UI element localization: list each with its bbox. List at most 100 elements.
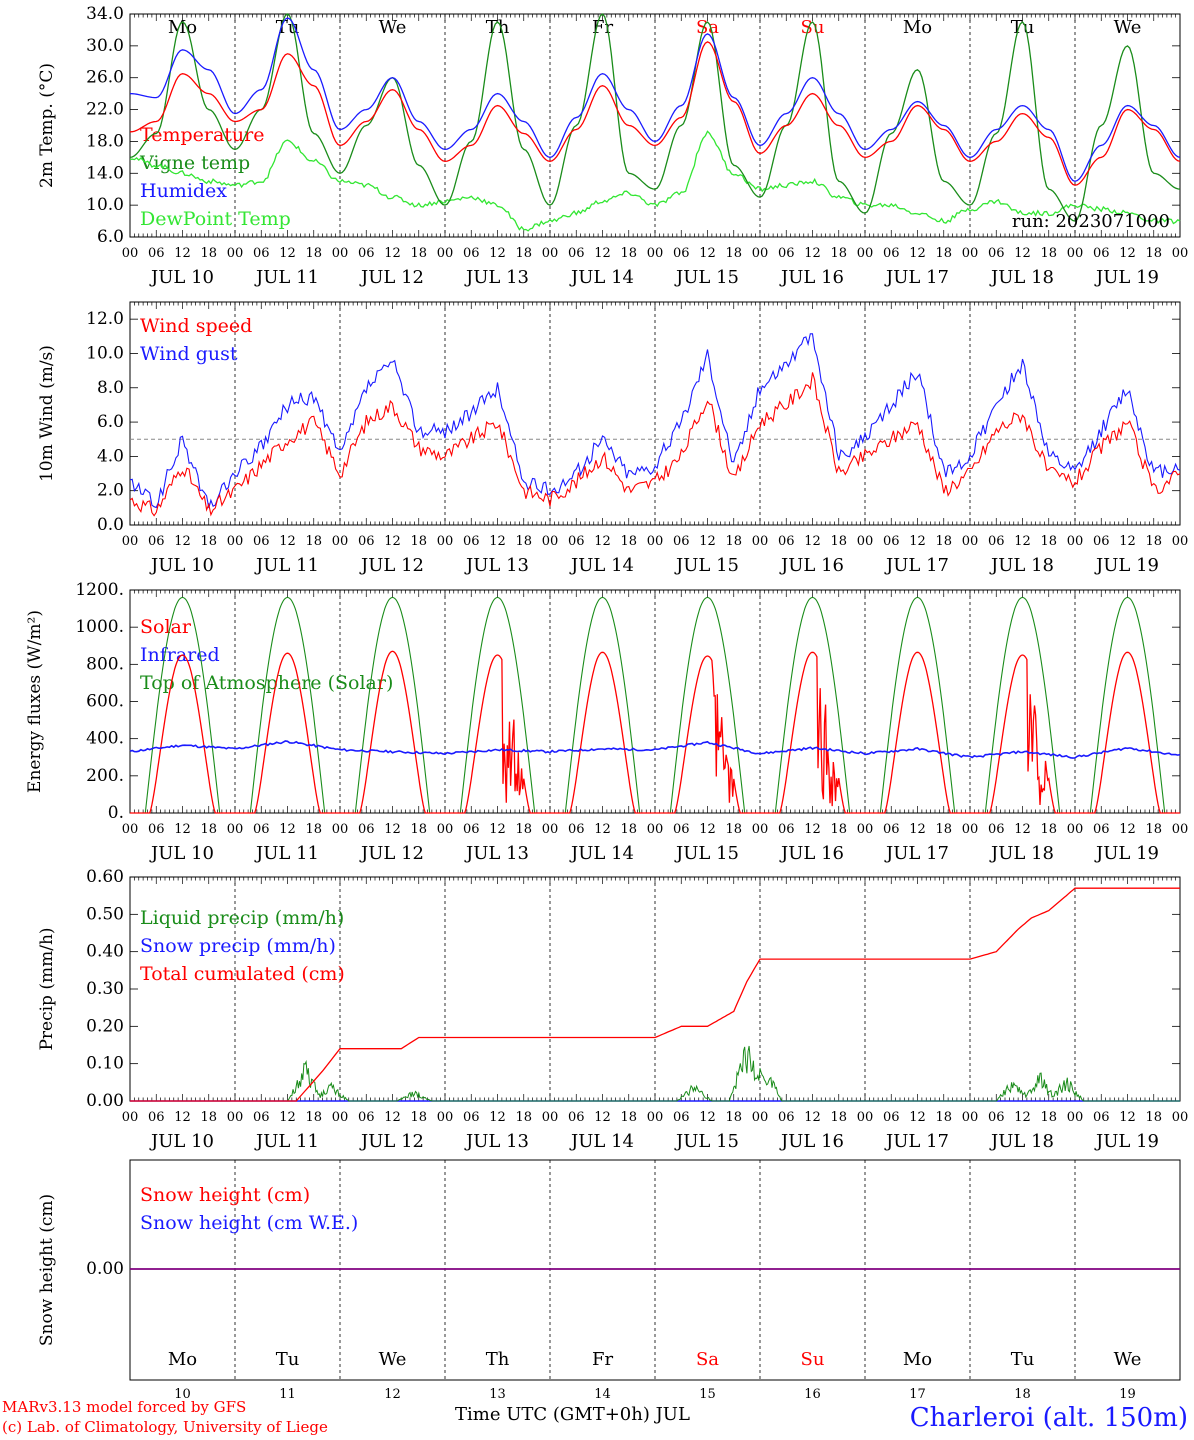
weekday-label: Mo bbox=[168, 17, 197, 38]
legend-entry: Liquid precip (mm/h) bbox=[140, 907, 344, 929]
y-tick-label: 6.0 bbox=[97, 412, 124, 432]
hour-tick-label: 12 bbox=[594, 246, 611, 261]
date-label: JUL 11 bbox=[254, 555, 319, 576]
hour-tick-label: 18 bbox=[410, 534, 427, 549]
y-tick-label: 18.0 bbox=[86, 131, 124, 151]
y-tick-label: 2.0 bbox=[97, 481, 124, 501]
y-tick-label: 6.0 bbox=[97, 227, 124, 247]
weekday-label: Su bbox=[801, 17, 825, 38]
date-label: JUL 13 bbox=[464, 843, 529, 864]
hour-tick-label: 12 bbox=[699, 246, 716, 261]
hour-tick-label: 06 bbox=[673, 1110, 690, 1125]
hour-tick-label: 00 bbox=[647, 1110, 664, 1125]
hour-tick-label: 00 bbox=[752, 1110, 769, 1125]
y-tick-label: 0.50 bbox=[86, 904, 124, 924]
hour-tick-label: 00 bbox=[962, 534, 979, 549]
hour-tick-label: 00 bbox=[437, 1110, 454, 1125]
hour-tick-label: 12 bbox=[1119, 1110, 1136, 1125]
hour-tick-label: 00 bbox=[857, 534, 874, 549]
weekday-label: Tu bbox=[1011, 17, 1035, 38]
weekday-label: Mo bbox=[903, 17, 932, 38]
date-label: JUL 13 bbox=[464, 267, 529, 288]
hour-tick-label: 18 bbox=[1040, 246, 1057, 261]
y-axis-label: 10m Wind (m/s) bbox=[37, 345, 57, 482]
hour-tick-label: 12 bbox=[1014, 534, 1031, 549]
date-label: JUL 15 bbox=[674, 843, 739, 864]
y-tick-label: 0.00 bbox=[86, 1259, 124, 1279]
weekday-label: We bbox=[379, 17, 407, 38]
hour-tick-label: 18 bbox=[1040, 1110, 1057, 1125]
hour-tick-label: 00 bbox=[752, 246, 769, 261]
hour-tick-label: 18 bbox=[1145, 1110, 1162, 1125]
date-label: JUL 15 bbox=[674, 1131, 739, 1152]
date-label: JUL 11 bbox=[254, 843, 319, 864]
hour-tick-label: 18 bbox=[725, 822, 742, 837]
weekday-label: Sa bbox=[696, 17, 719, 38]
hour-tick-label: 06 bbox=[883, 246, 900, 261]
y-axis-label: 2m Temp. (°C) bbox=[37, 63, 57, 188]
y-tick-label: 0.20 bbox=[86, 1016, 124, 1036]
hour-tick-label: 06 bbox=[883, 534, 900, 549]
hour-tick-label: 00 bbox=[332, 1110, 349, 1125]
hour-tick-label: 12 bbox=[279, 246, 296, 261]
day-number-label: 16 bbox=[804, 1387, 821, 1400]
hour-tick-label: 12 bbox=[174, 1110, 191, 1125]
hour-tick-label: 06 bbox=[463, 1110, 480, 1125]
hour-tick-label: 06 bbox=[883, 822, 900, 837]
date-label: JUL 17 bbox=[884, 843, 949, 864]
legend-entry: Wind speed bbox=[140, 315, 252, 337]
y-tick-label: 12.0 bbox=[86, 309, 124, 329]
hour-tick-label: 00 bbox=[542, 534, 559, 549]
hour-tick-label: 18 bbox=[305, 246, 322, 261]
hour-tick-label: 18 bbox=[200, 822, 217, 837]
hour-tick-label: 00 bbox=[122, 1110, 139, 1125]
y-tick-label: 0.40 bbox=[86, 942, 124, 962]
series-line-3 bbox=[129, 130, 1181, 232]
date-label: JUL 18 bbox=[989, 1131, 1054, 1152]
date-label: JUL 18 bbox=[989, 267, 1054, 288]
hour-tick-label: 06 bbox=[778, 534, 795, 549]
hour-tick-label: 18 bbox=[1145, 822, 1162, 837]
hour-tick-label: 06 bbox=[148, 1110, 165, 1125]
y-tick-label: 26.0 bbox=[86, 68, 124, 88]
hour-tick-label: 12 bbox=[699, 1110, 716, 1125]
hour-tick-label: 00 bbox=[437, 822, 454, 837]
series-line-0 bbox=[129, 41, 1181, 186]
panel-1: 00 06 12 18 00 06 12 18 00 06 12 18 00 06 12 18 00 06 12 18… bbox=[37, 4, 1188, 288]
hour-tick-label: 12 bbox=[804, 822, 821, 837]
hour-tick-label: 06 bbox=[253, 534, 270, 549]
date-label: JUL 17 bbox=[884, 1131, 949, 1152]
day-number-label: 11 bbox=[279, 1387, 296, 1400]
date-label: JUL 18 bbox=[989, 843, 1054, 864]
hour-tick-label: 18 bbox=[200, 246, 217, 261]
series-line-2 bbox=[129, 17, 1181, 182]
hour-tick-label: 12 bbox=[909, 1110, 926, 1125]
hour-tick-label: 18 bbox=[830, 822, 847, 837]
hour-tick-label: 06 bbox=[463, 534, 480, 549]
weekday-label: Tu bbox=[276, 17, 300, 38]
hour-tick-label: 00 bbox=[962, 822, 979, 837]
legend-entry: Temperature bbox=[140, 124, 264, 146]
date-label: JUL 10 bbox=[149, 1131, 214, 1152]
y-tick-label: 800. bbox=[86, 654, 124, 674]
day-number-label: 12 bbox=[384, 1387, 401, 1400]
hour-tick-label: 12 bbox=[174, 822, 191, 837]
date-label: JUL 19 bbox=[1094, 843, 1159, 864]
hour-tick-label: 06 bbox=[673, 246, 690, 261]
hour-tick-label: 18 bbox=[410, 1110, 427, 1125]
hour-tick-label: 12 bbox=[384, 822, 401, 837]
date-label: JUL 13 bbox=[464, 555, 529, 576]
hour-tick-label: 06 bbox=[358, 534, 375, 549]
date-label: JUL 12 bbox=[359, 555, 424, 576]
date-label: JUL 14 bbox=[569, 555, 634, 576]
hour-tick-label: 06 bbox=[358, 246, 375, 261]
legend-entry: Humidex bbox=[140, 180, 227, 202]
legend-entry: DewPoint Temp bbox=[140, 208, 291, 230]
hour-tick-label: 00 bbox=[227, 246, 244, 261]
hour-tick-label: 18 bbox=[1040, 534, 1057, 549]
hour-tick-label: 18 bbox=[935, 246, 952, 261]
hour-tick-label: 00 bbox=[1067, 1110, 1084, 1125]
legend-entry: Snow height (cm W.E.) bbox=[140, 1212, 358, 1234]
hour-tick-label: 18 bbox=[305, 1110, 322, 1125]
hour-tick-label: 06 bbox=[148, 246, 165, 261]
